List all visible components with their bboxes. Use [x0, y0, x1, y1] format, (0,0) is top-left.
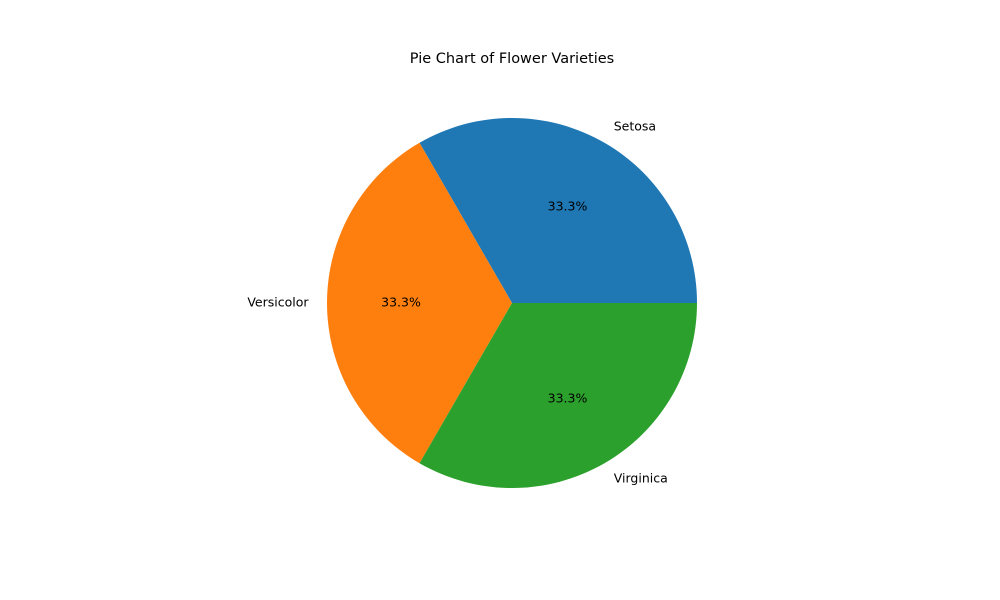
slice-percent-setosa: 33.3%	[548, 198, 588, 213]
chart-title: Pie Chart of Flower Varieties	[410, 51, 614, 67]
pie-slices	[327, 117, 697, 488]
pie-labels: Setosa 33.3% Versicolor 33.3% Virginica 33.3%	[247, 118, 667, 485]
pie-slice-setosa	[419, 117, 697, 303]
pie-slice-virginica	[419, 303, 697, 488]
slice-label-versicolor: Versicolor	[247, 295, 309, 310]
slice-percent-versicolor: 33.3%	[381, 295, 421, 310]
slice-label-setosa: Setosa	[614, 118, 656, 133]
slice-label-virginica: Virginica	[614, 471, 668, 486]
pie-slice-versicolor	[327, 142, 512, 464]
slice-percent-virginica: 33.3%	[548, 391, 588, 406]
